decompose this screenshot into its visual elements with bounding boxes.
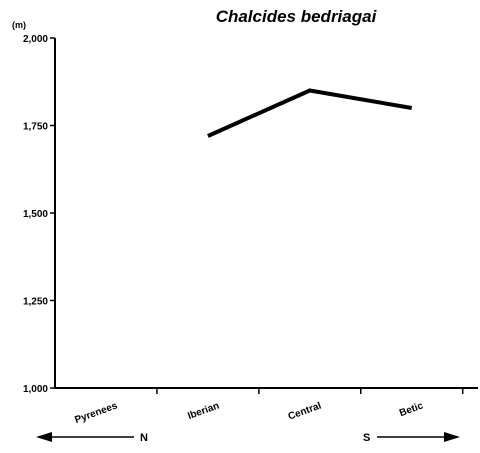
y-tick-label: 2,000 — [23, 34, 48, 45]
north-arrow-head — [36, 432, 52, 442]
series-line — [207, 88, 413, 138]
x-tick-label: Betic — [398, 400, 425, 419]
y-axis-ticks: 1,000 1,250 1,500 1,750 2,000 — [23, 34, 55, 395]
x-tick-label: Iberian — [186, 400, 221, 422]
x-tick-label: Pyrenees — [73, 400, 119, 426]
y-tick-label: 1,750 — [23, 122, 48, 133]
y-tick-label: 1,500 — [23, 209, 48, 220]
north-label: N — [140, 432, 148, 444]
south-arrow: S — [363, 432, 460, 444]
x-tick-label: Central — [287, 400, 323, 422]
series-layer — [207, 88, 413, 138]
x-axis-ticks: Pyrenees Iberian Central Betic — [73, 388, 464, 426]
y-tick-label: 1,250 — [23, 297, 48, 308]
chart-title: Chalcides bedriagai — [216, 7, 378, 26]
south-label: S — [363, 432, 370, 444]
y-axis-unit-label: (m) — [12, 20, 26, 30]
y-tick-label: 1,000 — [23, 384, 48, 395]
north-arrow: N — [36, 432, 148, 444]
south-arrow-head — [444, 432, 460, 442]
